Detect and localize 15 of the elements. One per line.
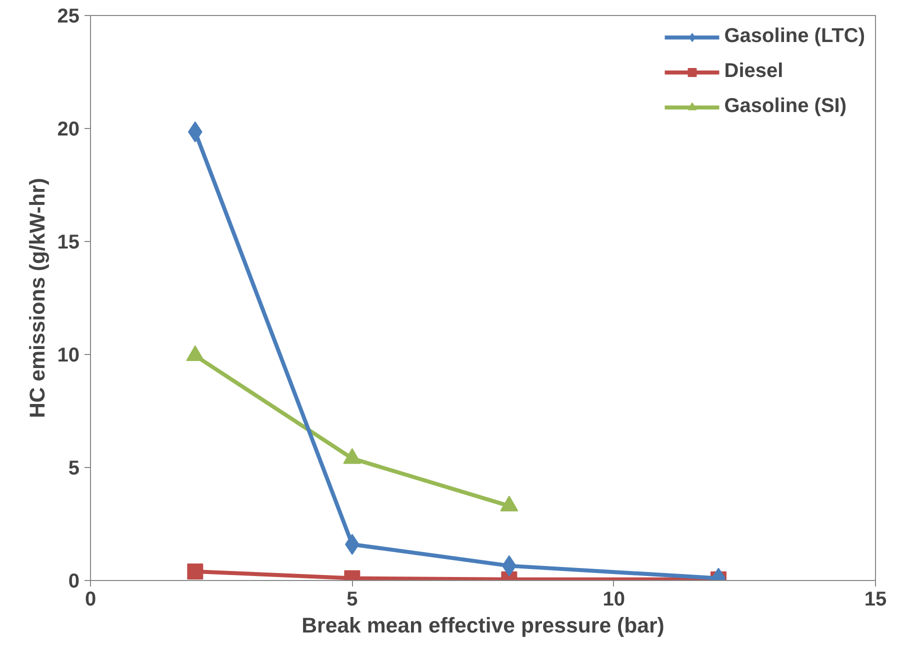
y-tick-label: 5	[68, 458, 80, 480]
y-axis-title: HC emissions (g/kW-hr)	[25, 178, 50, 418]
y-tick-label: 0	[68, 570, 80, 592]
legend-label: Diesel	[724, 60, 784, 83]
x-tick-label: 0	[84, 588, 96, 610]
y-tick-label: 10	[57, 344, 80, 366]
y-tick-label: 25	[57, 6, 80, 28]
x-tick-label: 10	[602, 588, 625, 610]
x-tick-label: 5	[346, 588, 358, 610]
y-tick-label: 20	[57, 118, 80, 140]
y-tick-label: 15	[57, 232, 80, 254]
legend-label: Gasoline (LTC)	[724, 25, 865, 48]
x-axis-title: Break mean effective pressure (bar)	[302, 614, 664, 638]
x-tick-label: 15	[864, 588, 887, 610]
legend-label: Gasoline (SI)	[724, 95, 846, 118]
